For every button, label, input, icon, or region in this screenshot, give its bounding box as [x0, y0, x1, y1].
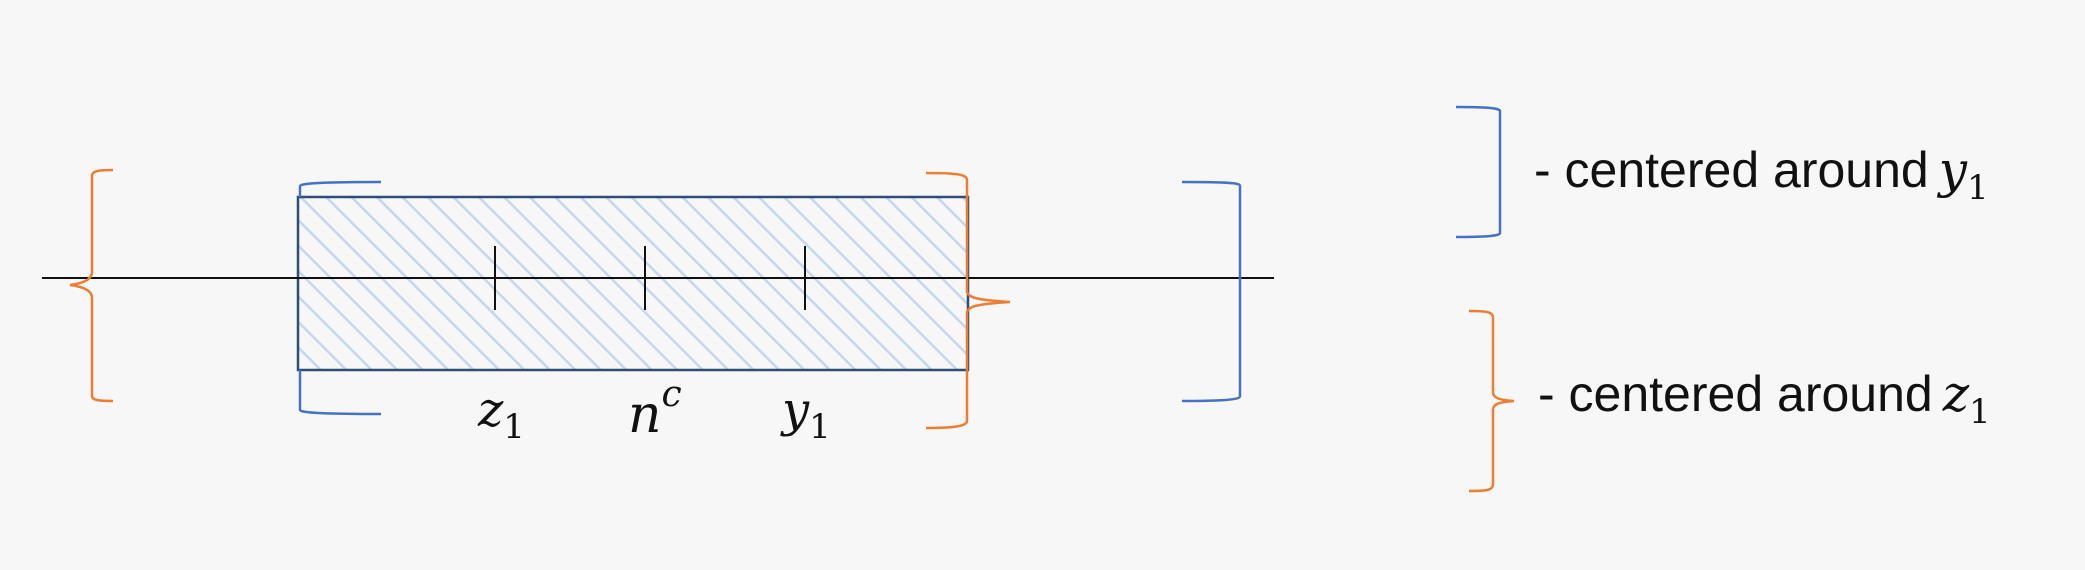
blue-bracket-outer: [1181, 180, 1242, 403]
legend-orange-text: - centered around z1: [1538, 365, 1991, 432]
legend-orange-brace-icon: [1468, 309, 1515, 493]
orange-brace-left: [69, 168, 114, 403]
legend-blue-bracket-icon: [1455, 105, 1502, 239]
blue-bracket-inner-top: [298, 180, 382, 197]
blue-bracket-inner-bottom: [298, 370, 382, 416]
hatched-interval: [296, 195, 970, 372]
orange-brace-right: [925, 171, 1011, 430]
label-y1: y1: [780, 382, 831, 447]
label-z1: z1: [477, 382, 525, 447]
label-nc: nc: [628, 374, 682, 445]
legend-blue-text: - centered around y1: [1534, 141, 1989, 208]
